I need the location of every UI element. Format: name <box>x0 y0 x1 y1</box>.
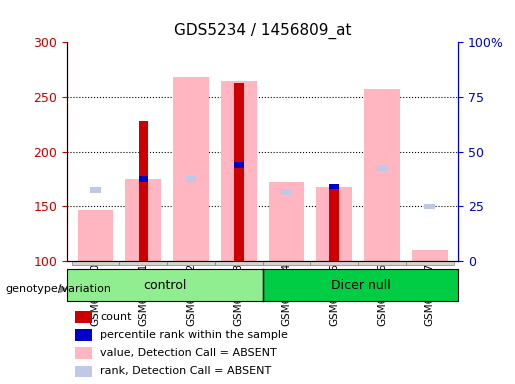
Bar <box>75 347 92 359</box>
Bar <box>221 81 256 261</box>
Bar <box>139 176 148 182</box>
Bar <box>424 204 435 209</box>
Bar <box>377 166 387 171</box>
FancyBboxPatch shape <box>358 261 406 265</box>
FancyBboxPatch shape <box>263 261 311 265</box>
Title: GDS5234 / 1456809_at: GDS5234 / 1456809_at <box>174 23 351 40</box>
FancyBboxPatch shape <box>119 261 167 265</box>
Bar <box>67 269 263 301</box>
Bar <box>78 210 113 261</box>
FancyBboxPatch shape <box>311 261 358 265</box>
Bar <box>263 269 458 301</box>
Bar <box>75 311 92 323</box>
Text: rank, Detection Call = ABSENT: rank, Detection Call = ABSENT <box>100 366 271 376</box>
FancyBboxPatch shape <box>406 261 454 265</box>
Bar <box>281 189 292 195</box>
Bar <box>364 89 400 261</box>
FancyBboxPatch shape <box>215 261 263 265</box>
Text: control: control <box>143 279 186 291</box>
Bar <box>186 176 196 182</box>
Bar <box>75 329 92 341</box>
Bar <box>412 250 448 261</box>
Bar <box>139 121 148 261</box>
Bar <box>75 366 92 377</box>
Bar <box>90 187 101 193</box>
Bar <box>330 187 339 261</box>
Text: genotype/variation: genotype/variation <box>5 284 111 294</box>
Text: count: count <box>100 312 132 322</box>
Bar <box>173 77 209 261</box>
Bar <box>269 182 304 261</box>
Text: Dicer null: Dicer null <box>331 279 390 291</box>
Bar <box>126 179 161 261</box>
Bar <box>330 184 339 189</box>
Text: percentile rank within the sample: percentile rank within the sample <box>100 330 288 340</box>
Text: value, Detection Call = ABSENT: value, Detection Call = ABSENT <box>100 348 277 358</box>
Bar <box>234 83 244 261</box>
Bar <box>234 162 244 167</box>
FancyBboxPatch shape <box>72 261 119 265</box>
Bar <box>316 187 352 261</box>
FancyBboxPatch shape <box>167 261 215 265</box>
